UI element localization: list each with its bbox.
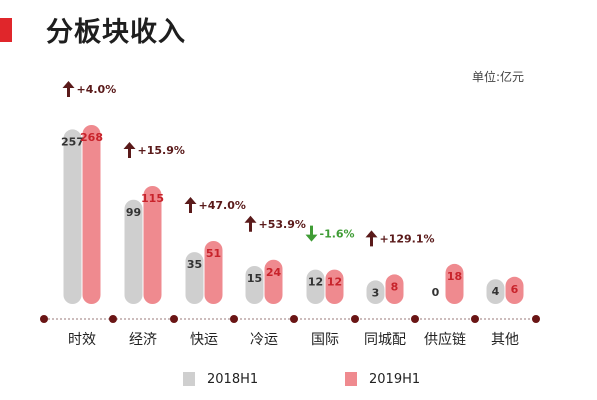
category-label: 供应链 xyxy=(424,331,466,348)
legend-label-2018: 2018H1 xyxy=(207,372,258,387)
legend-swatch-2019 xyxy=(345,372,357,386)
legend-swatch-2018 xyxy=(183,372,195,386)
growth-label: -1.6% xyxy=(320,228,355,241)
axis-dot xyxy=(170,315,178,323)
axis-dot xyxy=(40,315,48,323)
category-label: 经济 xyxy=(129,332,157,348)
value-label-2018: 99 xyxy=(126,206,141,219)
arrow-up-icon xyxy=(245,216,257,232)
axis-dot xyxy=(109,315,117,323)
axis-dot xyxy=(290,315,298,323)
legend-item-2018: 2018H1 xyxy=(183,370,258,388)
growth-label: +129.1% xyxy=(380,232,435,245)
growth-label: +4.0% xyxy=(77,83,117,96)
category-label: 冷运 xyxy=(250,332,278,348)
value-label-2018: 15 xyxy=(247,272,262,285)
axis-dot xyxy=(230,315,238,323)
category-label: 同城配 xyxy=(364,332,406,348)
growth-label: +47.0% xyxy=(199,199,246,212)
value-label-2019: 51 xyxy=(206,247,221,260)
value-label-2019: 115 xyxy=(141,192,164,205)
arrow-down-icon xyxy=(306,226,318,242)
value-label-2019: 24 xyxy=(266,266,282,279)
growth-label: +53.9% xyxy=(259,218,306,231)
axis-dot xyxy=(411,315,419,323)
category-label: 时效 xyxy=(68,332,96,348)
category-label: 快运 xyxy=(190,332,218,348)
value-label-2018: 3 xyxy=(372,286,380,299)
value-label-2019: 12 xyxy=(327,276,342,289)
axis-dot xyxy=(532,315,540,323)
arrow-up-icon xyxy=(185,197,197,213)
legend-item-2019: 2019H1 xyxy=(345,370,420,388)
axis-dot xyxy=(351,315,359,323)
value-label-2018: 4 xyxy=(492,285,500,298)
value-label-2019: 6 xyxy=(511,283,519,296)
axis-dot xyxy=(471,315,479,323)
value-label-2019: 8 xyxy=(391,280,399,293)
value-label-2018: 35 xyxy=(187,258,202,271)
category-label: 国际 xyxy=(311,332,339,348)
value-label-2019: 18 xyxy=(447,270,462,283)
growth-label: +15.9% xyxy=(138,144,185,157)
value-label-2019: 268 xyxy=(80,131,103,144)
value-label-2018: 0 xyxy=(432,286,440,299)
legend-label-2019: 2019H1 xyxy=(369,372,420,387)
category-label: 其他 xyxy=(491,332,519,348)
bar-2018 xyxy=(64,129,82,304)
bar-2019 xyxy=(83,125,101,304)
arrow-up-icon xyxy=(63,81,75,97)
arrow-up-icon xyxy=(124,142,136,158)
value-label-2018: 12 xyxy=(308,276,323,289)
arrow-up-icon xyxy=(366,230,378,246)
